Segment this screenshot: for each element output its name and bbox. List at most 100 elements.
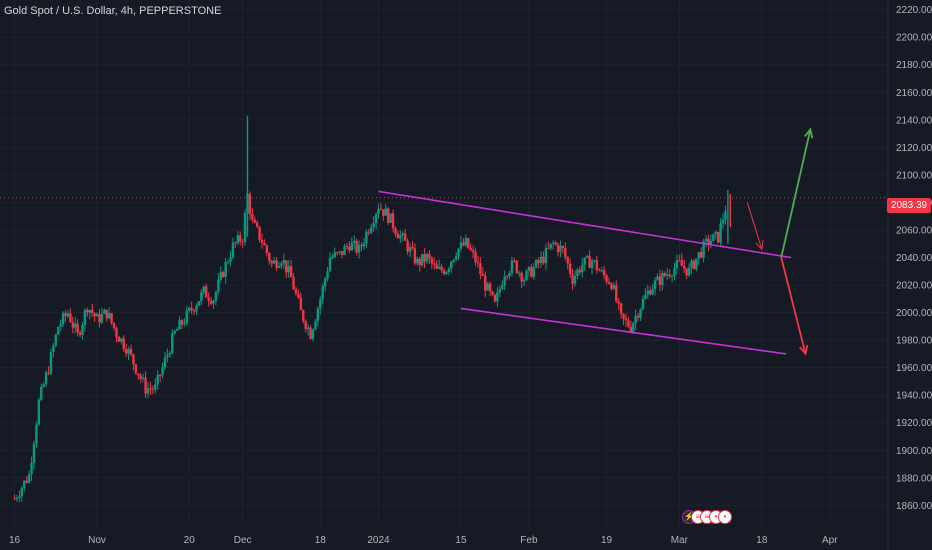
candle-body — [127, 348, 130, 354]
candle-body — [197, 301, 201, 306]
candle-body — [479, 262, 482, 275]
candle-body — [566, 257, 569, 264]
candle-body — [484, 276, 487, 291]
candle-body — [282, 260, 286, 264]
candle-body — [86, 309, 89, 313]
candle-body — [205, 286, 208, 298]
candle-body — [40, 386, 43, 400]
candle-body — [180, 320, 184, 325]
candle-body — [437, 266, 441, 269]
candle-body — [445, 272, 448, 275]
candle-body — [476, 262, 480, 264]
x-tick-label: Dec — [234, 535, 252, 546]
candle-body — [151, 388, 155, 390]
candle-body — [49, 352, 53, 374]
candle-body — [391, 213, 395, 229]
candle-body — [54, 334, 58, 346]
candle-body — [234, 242, 237, 244]
channel-upper-line — [378, 190, 792, 259]
candle-body — [649, 290, 652, 295]
y-tick-label: 1980.00 — [896, 336, 932, 347]
candle-body — [35, 424, 38, 444]
candle-body — [619, 303, 623, 314]
candle-body — [721, 219, 725, 224]
candle-body — [212, 300, 215, 304]
candle-body — [598, 270, 601, 272]
candle-body — [231, 242, 235, 258]
candle-body — [224, 261, 227, 277]
event-icon[interactable]: • — [718, 510, 732, 524]
arrow-up-head — [804, 127, 814, 139]
candle-body — [326, 271, 329, 279]
candle-body — [624, 318, 628, 321]
x-tick-label: 16 — [9, 535, 21, 546]
candle-body — [192, 310, 196, 312]
candle-body — [190, 308, 193, 311]
candle-body — [285, 260, 288, 273]
candle-body — [403, 233, 407, 241]
candle-body — [297, 293, 300, 298]
candle-body — [433, 263, 436, 265]
candle-body — [644, 294, 647, 300]
candle-body — [302, 310, 305, 322]
candle-body — [537, 259, 540, 263]
candle-body — [547, 248, 550, 250]
candle-body — [47, 372, 50, 374]
candle-body — [673, 268, 676, 277]
arrow-pullback-head — [755, 240, 764, 251]
candle-body — [704, 238, 708, 242]
candle-body — [154, 384, 157, 390]
candle-body — [185, 310, 189, 324]
candle-body — [593, 260, 596, 262]
candle-body — [687, 267, 691, 276]
candle-body — [258, 226, 261, 241]
candle-body — [71, 322, 74, 328]
candle-body — [178, 320, 181, 330]
candle-body — [105, 309, 108, 319]
candle-body — [336, 252, 339, 254]
candle-body — [314, 321, 317, 330]
candle-body — [253, 219, 256, 223]
candle-body — [270, 261, 273, 264]
candle-body — [467, 238, 470, 249]
candle-body — [452, 259, 455, 262]
candle-body — [600, 270, 603, 272]
candle-body — [559, 246, 562, 253]
candle-body — [345, 246, 349, 248]
candle-body — [333, 252, 337, 257]
candle-body — [636, 315, 640, 318]
candle-body — [103, 309, 106, 314]
candle-body — [568, 263, 572, 275]
x-tick-label: 15 — [455, 535, 467, 546]
candle-body — [556, 244, 560, 253]
y-tick-label: 2120.00 — [896, 143, 932, 154]
candle-body — [617, 301, 620, 304]
candle-body — [699, 252, 703, 258]
candle-body — [496, 292, 499, 302]
candle-body — [289, 266, 293, 278]
candle-body — [209, 300, 213, 304]
candle-body — [277, 266, 281, 268]
candle-body — [578, 269, 582, 273]
candle-body — [357, 245, 361, 253]
candle-body — [520, 272, 523, 282]
candle-body — [384, 208, 387, 216]
candle-body — [399, 235, 402, 239]
economic-events[interactable]: ⚡ ≡ ≡ • • — [682, 510, 732, 524]
candle-body — [243, 212, 247, 243]
grid-layer — [0, 0, 888, 526]
arrow-down — [780, 257, 807, 355]
candle-body — [137, 373, 140, 376]
y-tick-label: 2160.00 — [896, 88, 932, 99]
candle-body — [69, 313, 72, 323]
candle-body — [202, 286, 206, 293]
arrow-pullback — [746, 202, 763, 250]
candle-body — [389, 213, 392, 223]
candle-body — [268, 253, 271, 262]
candle-body — [629, 326, 633, 332]
candle-body — [124, 348, 128, 354]
candle-body — [503, 276, 506, 286]
candle-body — [217, 279, 220, 293]
candle-body — [695, 258, 698, 269]
